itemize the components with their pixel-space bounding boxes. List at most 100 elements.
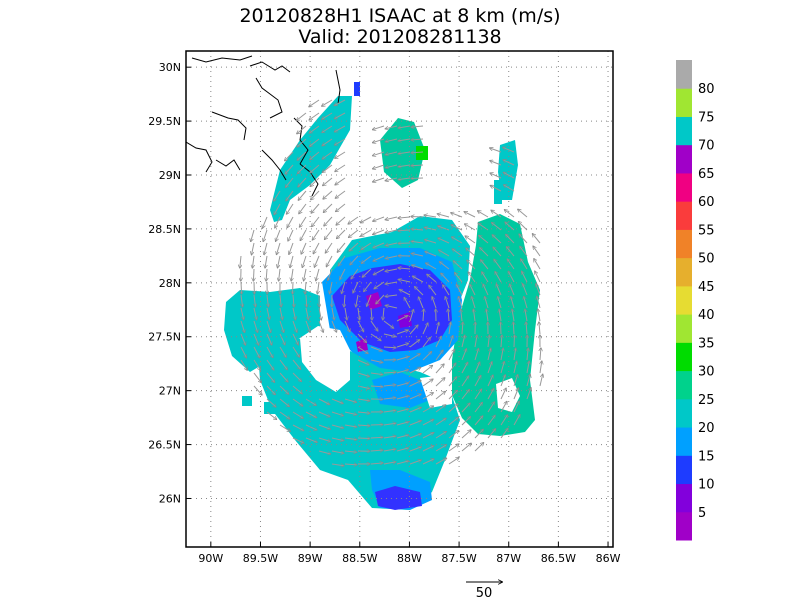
wind-vector — [253, 359, 261, 370]
x-tick-label: 86.5W — [541, 552, 576, 565]
wind-vector — [409, 381, 421, 387]
wind-vector — [507, 259, 515, 270]
wind-vector — [357, 372, 370, 377]
wind-vector — [526, 361, 529, 374]
wind-vector — [253, 372, 261, 383]
wind-vector — [331, 464, 344, 466]
colorbar-segment — [676, 116, 692, 146]
wind-vector — [274, 203, 281, 215]
wind-vector — [356, 294, 359, 307]
wind-vector — [253, 346, 260, 358]
wind-vector — [292, 398, 303, 406]
wind-vector — [526, 374, 530, 387]
wind-vector — [461, 403, 470, 413]
wind-vector — [513, 322, 514, 335]
colorbar-segment — [676, 229, 692, 259]
wind-vector — [357, 333, 367, 343]
wind-vector — [313, 242, 320, 254]
x-tick-label: 89.5W — [243, 552, 278, 565]
wind-vector — [357, 425, 370, 426]
wind-vector — [435, 458, 447, 465]
wind-vector — [305, 307, 308, 320]
wind-vector — [312, 229, 320, 240]
wind-vector — [289, 242, 294, 254]
colorbar-segment — [676, 427, 692, 456]
wind-vector — [285, 164, 294, 174]
wind-vector — [455, 273, 463, 283]
y-tick-label: 29N — [159, 169, 181, 182]
wind-vector — [262, 216, 268, 228]
wind-vector — [525, 309, 528, 322]
x-tick-label: 88.5W — [342, 552, 377, 565]
wind-vector — [409, 354, 420, 361]
wind-vector — [415, 287, 424, 296]
wind-vector — [371, 307, 372, 320]
wind-vector — [376, 294, 385, 304]
wind-vector — [500, 375, 505, 387]
wind-vector — [310, 164, 320, 173]
wind-vector — [443, 285, 450, 296]
wind-vector — [266, 346, 273, 358]
wind-vector — [370, 320, 378, 331]
wind-vector — [358, 307, 360, 320]
wind-vector — [396, 409, 409, 413]
wind-vector — [396, 357, 409, 361]
wind-vector — [370, 450, 383, 451]
wind-vector — [409, 447, 421, 452]
wind-vector — [306, 294, 307, 307]
wind-vector — [292, 359, 301, 369]
wind-vector — [279, 411, 290, 419]
wind-vector — [435, 445, 446, 452]
wind-vector — [537, 296, 541, 309]
wind-vector — [499, 309, 501, 322]
colorbar-segment — [676, 88, 692, 117]
wind-vector — [485, 297, 489, 309]
wind-vector — [252, 242, 255, 255]
wind-vector — [309, 99, 320, 107]
wind-vector — [285, 151, 294, 161]
wind-vector — [241, 294, 243, 307]
wind-vector — [362, 268, 372, 277]
wind-vector — [424, 227, 437, 231]
wind-vector — [344, 425, 357, 427]
wind-vector — [373, 177, 385, 182]
wind-vector — [374, 281, 385, 289]
wind-vector — [399, 290, 411, 296]
wind-vector — [383, 385, 396, 386]
wind-vector — [427, 274, 437, 283]
wind-vector — [297, 151, 307, 160]
wind-vector — [490, 173, 502, 179]
y-tick-label: 29.5N — [148, 115, 181, 128]
wind-vector — [311, 190, 320, 200]
wind-vector — [398, 165, 411, 167]
wind-vector — [422, 393, 433, 400]
wind-vector — [253, 307, 257, 320]
wind-vector — [300, 229, 307, 241]
wind-vector — [331, 437, 344, 441]
wind-vector — [411, 229, 424, 230]
wind-vector — [396, 316, 408, 322]
wind-vector — [448, 309, 449, 322]
wind-vector — [396, 383, 409, 387]
wind-vector — [279, 424, 290, 431]
y-tick-label: 30N — [159, 61, 181, 74]
wind-vector — [536, 284, 541, 296]
colorbar-label: 5 — [698, 506, 706, 521]
wind-vector — [278, 255, 281, 268]
wind-vector — [292, 424, 304, 431]
wind-vector — [519, 234, 528, 244]
wind-vector — [316, 268, 320, 281]
wind-vector — [474, 429, 483, 439]
wind-vector — [526, 322, 527, 335]
wind-vector — [487, 429, 496, 439]
wind-vector — [500, 362, 504, 374]
wind-vector — [490, 161, 502, 166]
colorbar-segment — [676, 342, 692, 372]
colorbar-label: 65 — [698, 167, 715, 182]
colorbar-segment — [676, 285, 692, 315]
wind-vector — [279, 398, 289, 407]
reference-vector-label: 50 — [476, 586, 493, 600]
wind-vector — [534, 259, 541, 270]
wind-vector — [301, 242, 307, 254]
wind-vector — [522, 271, 528, 283]
